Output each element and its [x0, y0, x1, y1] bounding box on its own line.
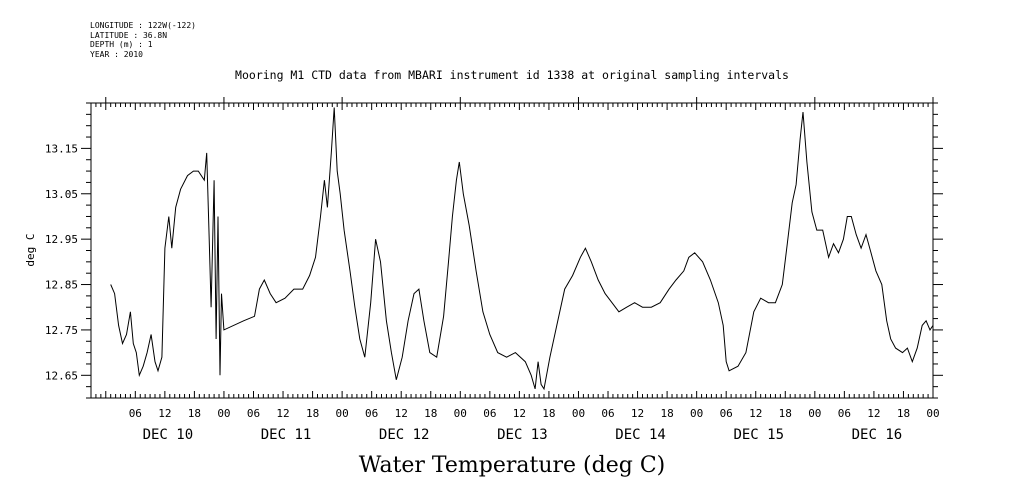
x-tick-label: 06 [720, 407, 733, 420]
x-tick-label: 18 [897, 407, 910, 420]
x-tick-label: 12 [867, 407, 880, 420]
x-tick-label: 06 [601, 407, 614, 420]
x-tick-label: 00 [454, 407, 467, 420]
x-tick-label: 06 [838, 407, 851, 420]
metadata-year: YEAR : 2010 [90, 49, 143, 59]
x-tick-label: 18 [542, 407, 555, 420]
x-day-label: DEC 15 [733, 427, 784, 443]
y-tick-label: 13.05 [45, 188, 78, 201]
x-tick-label: 06 [129, 407, 142, 420]
x-tick-label: 12 [276, 407, 289, 420]
x-tick-label: 00 [690, 407, 703, 420]
series-line [110, 107, 934, 391]
x-tick-label: 18 [779, 407, 792, 420]
x-day-label: DEC 13 [497, 427, 548, 443]
y-tick-label: 12.75 [45, 324, 78, 337]
x-tick-label: 18 [424, 407, 437, 420]
x-tick-label: 00 [926, 407, 939, 420]
x-tick-label: 12 [395, 407, 408, 420]
metadata-depth: DEPTH (m) : 1 [90, 40, 153, 50]
x-day-label: DEC 11 [261, 427, 312, 443]
variable-title: Water Temperature (deg C) [358, 453, 666, 478]
x-tick-label: 12 [513, 407, 526, 420]
x-tick-label: 06 [365, 407, 378, 420]
y-tick-label: 13.15 [45, 142, 78, 155]
x-tick-label: 12 [631, 407, 644, 420]
x-tick-label: 12 [158, 407, 171, 420]
chart-title: Mooring M1 CTD data from MBARI instrumen… [235, 68, 789, 82]
x-tick-label: 18 [188, 407, 201, 420]
x-tick-label: 06 [247, 407, 260, 420]
metadata-latitude: LATITUDE : 36.8N [90, 30, 168, 40]
x-tick-label: 18 [306, 407, 319, 420]
metadata-block: LONGITUDE : 122W(-122) LATITUDE : 36.8N … [90, 21, 196, 59]
x-tick-label: 00 [808, 407, 821, 420]
x-day-label: DEC 12 [379, 427, 430, 443]
y-tick-label: 12.95 [45, 233, 78, 246]
y-tick-label: 12.65 [45, 369, 78, 382]
y-axis-label: deg C [24, 233, 37, 266]
x-tick-label: 18 [660, 407, 673, 420]
x-tick-label: 00 [335, 407, 348, 420]
x-tick-label: 00 [217, 407, 230, 420]
x-day-label: DEC 10 [143, 427, 194, 443]
y-tick-label: 12.85 [45, 279, 78, 292]
x-tick-label: 06 [483, 407, 496, 420]
x-tick-label: 12 [749, 407, 762, 420]
metadata-longitude: LONGITUDE : 122W(-122) [90, 21, 196, 30]
x-day-label: DEC 14 [615, 427, 666, 443]
x-day-label: DEC 16 [852, 427, 903, 443]
x-tick-label: 00 [572, 407, 585, 420]
